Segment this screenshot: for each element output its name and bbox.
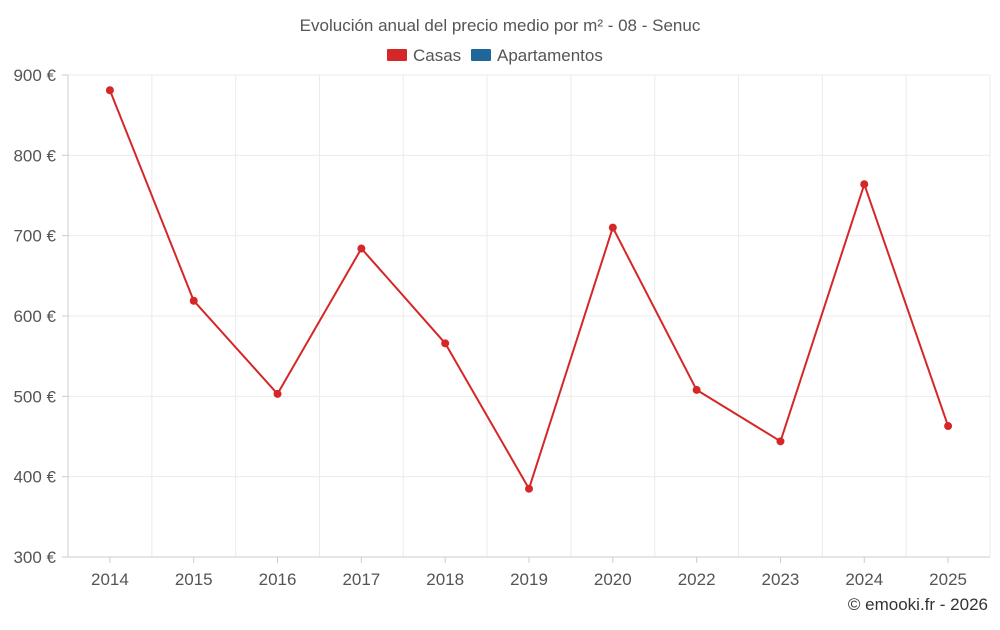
legend-label-apartamentos: Apartamentos xyxy=(497,46,603,65)
y-tick-label-700: 700 € xyxy=(13,227,56,246)
legend-label-casas: Casas xyxy=(413,46,461,65)
y-tick-label-800: 800 € xyxy=(13,146,56,165)
data-point-2016[interactable] xyxy=(273,389,282,398)
y-tick-label-300: 300 € xyxy=(13,548,56,567)
x-tick-label-2018: 2018 xyxy=(426,570,464,589)
x-tick-label-2025: 2025 xyxy=(929,570,967,589)
data-point-2015[interactable] xyxy=(189,296,198,305)
y-tick-label-400: 400 € xyxy=(13,468,56,487)
data-point-2023[interactable] xyxy=(776,437,785,446)
x-tick-label-2020: 2020 xyxy=(594,570,632,589)
chart-title: Evolución anual del precio medio por m² … xyxy=(300,16,701,35)
data-point-2017[interactable] xyxy=(357,244,366,253)
y-tick-label-600: 600 € xyxy=(13,307,56,326)
legend-item-casas[interactable]: Casas xyxy=(387,46,461,65)
x-tick-label-2014: 2014 xyxy=(91,570,129,589)
credit-text: © emooki.fr - 2026 xyxy=(848,595,988,614)
x-tick-label-2024: 2024 xyxy=(845,570,883,589)
data-point-2019[interactable] xyxy=(525,484,533,493)
x-tick-label-2019: 2019 xyxy=(510,570,548,589)
y-tick-label-500: 500 € xyxy=(13,387,56,406)
legend-swatch-casas xyxy=(387,49,407,61)
data-point-2022[interactable] xyxy=(692,385,701,394)
x-tick-label-2023: 2023 xyxy=(762,570,800,589)
x-tick-label-2015: 2015 xyxy=(175,570,213,589)
x-tick-label-2022: 2022 xyxy=(678,570,716,589)
grid xyxy=(68,74,991,557)
data-point-2025[interactable] xyxy=(944,422,953,431)
data-point-2024[interactable] xyxy=(860,180,869,189)
x-tick-label-2017: 2017 xyxy=(342,570,380,589)
y-tick-label-900: 900 € xyxy=(13,66,56,85)
axes: 300 € 400 € 500 € 600 € 700 € 800 € 900 € 2014 2… xyxy=(13,66,990,589)
legend-item-apartamentos[interactable]: Apartamentos xyxy=(471,46,603,65)
data-point-2020[interactable] xyxy=(608,223,617,232)
data-point-2018[interactable] xyxy=(441,339,450,348)
legend: Casas Apartamentos xyxy=(387,46,603,65)
x-tick-label-2016: 2016 xyxy=(259,570,297,589)
series-casas xyxy=(105,86,953,493)
legend-swatch-apartamentos xyxy=(471,49,491,61)
data-point-2014[interactable] xyxy=(105,86,114,95)
